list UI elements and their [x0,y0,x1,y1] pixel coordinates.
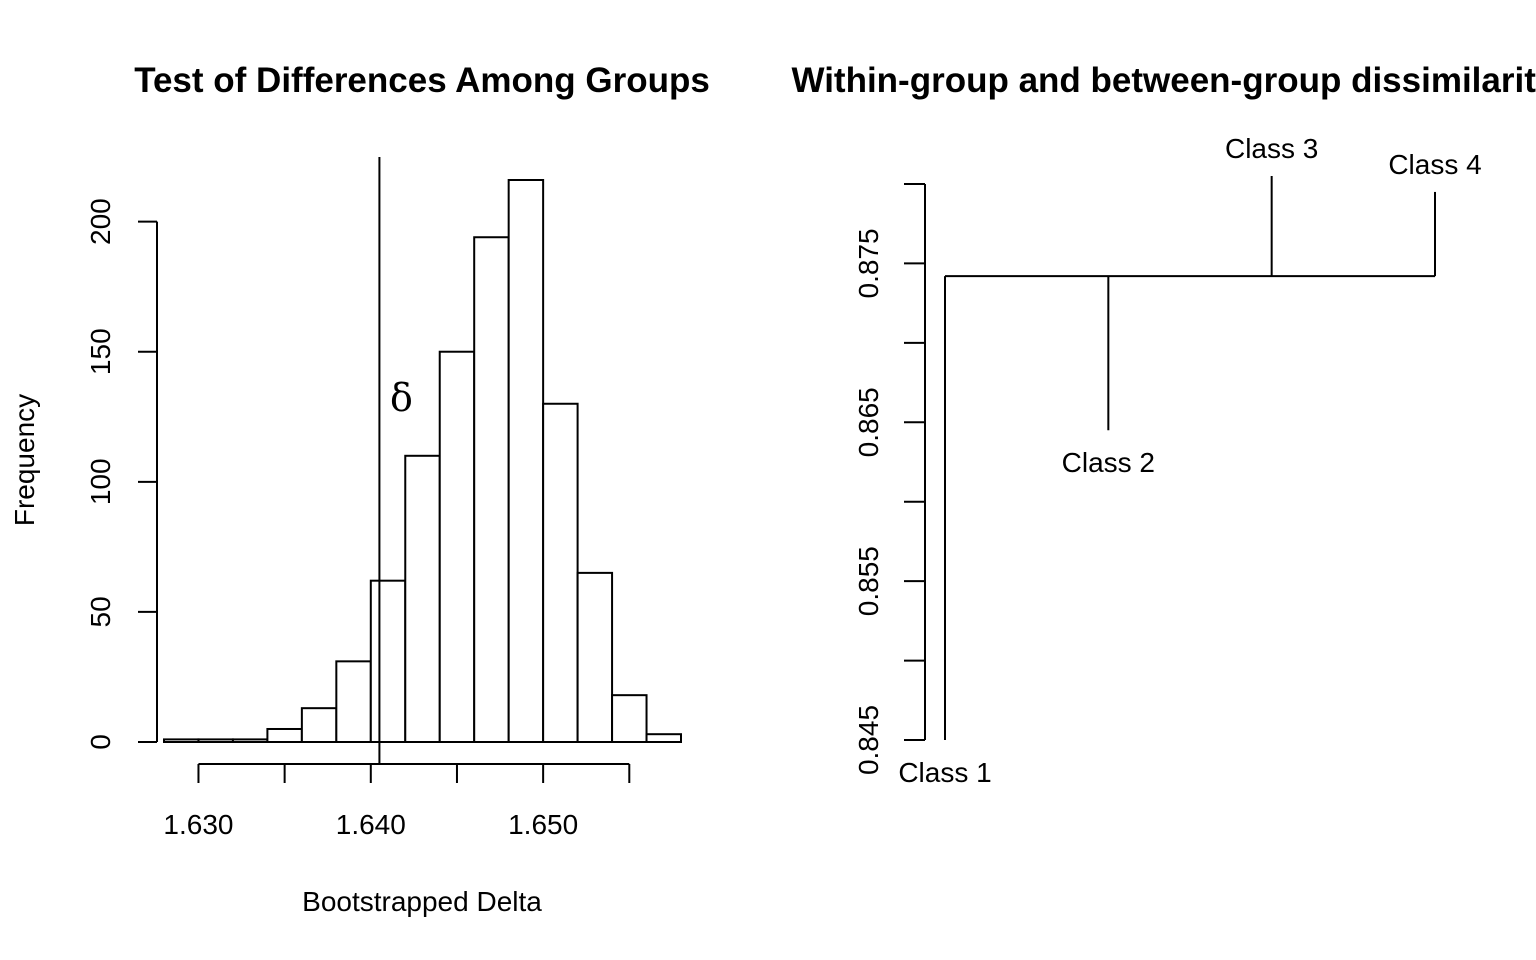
histogram-bar [369,579,407,743]
dendrogram-y-axis: 0.845 0.855 0.865 0.875 [853,183,926,775]
dendrogram-leaf-label: Class 1 [898,757,991,788]
dendrogram-panel: Within-group and between-group dissimila… [791,61,1536,788]
histogram-bar [542,402,579,743]
dendrogram-y-tick-label: 0.865 [853,387,884,457]
histogram-y-label: Frequency [9,394,40,526]
histogram-bar [473,236,510,743]
delta-label: δ [390,376,413,420]
histogram-bar [300,707,338,743]
histogram-panel: Test of Differences Among Groups Bootstr… [9,61,710,917]
histogram-x-axis: 1.630 1.640 1.650 [163,763,631,840]
histogram-bar [611,694,648,744]
histogram-bar [507,179,545,743]
histogram-bar [266,727,303,743]
dendrogram-y-tick-label: 0.855 [853,546,884,616]
dendrogram-tree: Class 1 Class 2 Class 3 Class 4 [898,133,1481,788]
dendrogram-y-tick-label: 0.875 [853,228,884,298]
histogram-bar [404,454,441,743]
histogram-y-axis: 0 50 100 150 200 [85,198,158,750]
histogram-bars [163,179,682,744]
histogram-bar [335,660,372,743]
histogram-bar [163,738,200,743]
dendrogram-title: Within-group and between-group dissimila… [791,61,1536,100]
dendrogram-y-tick-label: 0.845 [853,705,884,775]
dendrogram-leaf-label: Class 3 [1225,133,1318,164]
histogram-x-tick-label: 1.650 [508,809,578,840]
histogram-bar [231,738,269,743]
histogram-x-tick-label: 1.640 [336,809,406,840]
histogram-y-tick-label: 150 [85,328,116,375]
histogram-y-tick-label: 0 [85,734,116,750]
histogram-y-tick-label: 100 [85,458,116,505]
histogram-y-tick-label: 50 [85,596,116,627]
histogram-bar [576,571,614,744]
dendrogram-leaf-label: Class 2 [1062,447,1155,478]
histogram-x-label: Bootstrapped Delta [302,886,542,917]
dendrogram-leaf-label: Class 4 [1388,149,1481,180]
histogram-x-tick-label: 1.630 [163,809,233,840]
histogram-title: Test of Differences Among Groups [134,61,710,100]
histogram-y-tick-label: 200 [85,198,116,245]
histogram-bar [438,350,476,743]
histogram-bar [645,733,682,744]
histogram-bar [197,738,234,743]
